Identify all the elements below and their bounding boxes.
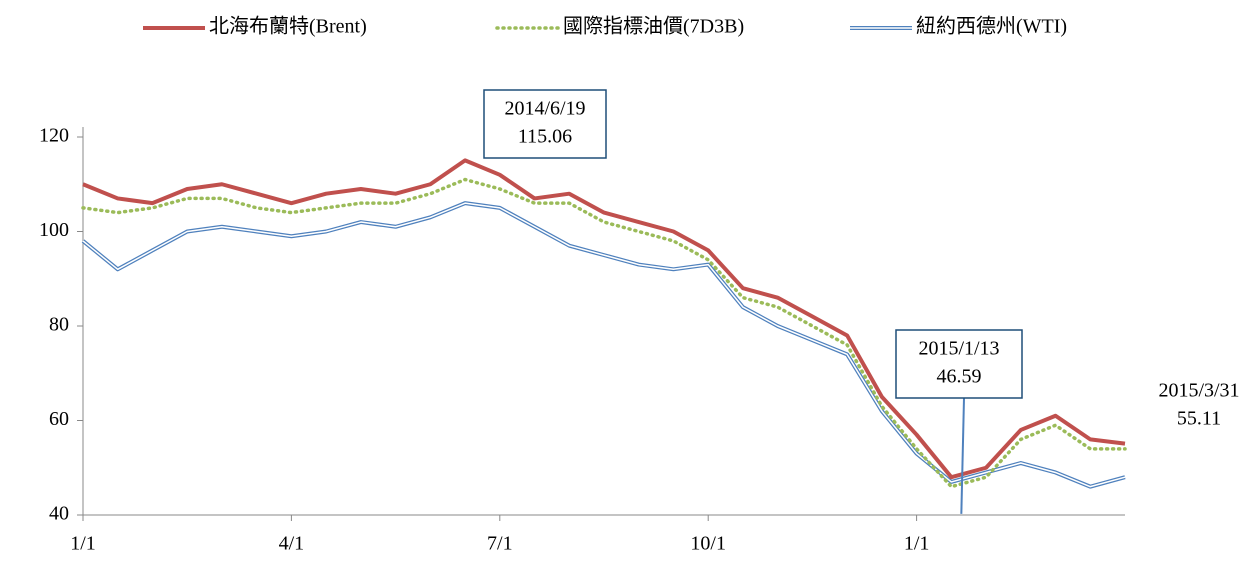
legend-label: 國際指標油價(7D3B) <box>563 15 744 38</box>
annotation-date: 2015/3/31 <box>1158 380 1239 402</box>
annotation-box <box>483 89 607 159</box>
x-tick-label: 1/1 <box>70 533 96 555</box>
series-line <box>82 158 1126 480</box>
x-tick-label: 10/1 <box>690 533 726 555</box>
series-line-inner <box>82 202 1126 488</box>
annotation-date: 2015/1/13 <box>918 338 999 360</box>
y-tick-label: 60 <box>49 408 69 430</box>
annotation-box <box>895 329 1023 399</box>
annotation-leader <box>960 397 965 514</box>
legend-label: 紐約西德州(WTI) <box>916 15 1067 38</box>
y-tick-label: 100 <box>39 219 69 241</box>
annotation-value: 55.11 <box>1177 408 1221 430</box>
legend-label: 北海布蘭特(Brent) <box>209 15 367 38</box>
x-tick-label: 1/1 <box>904 533 930 555</box>
annotation-value: 115.06 <box>518 126 572 148</box>
annotation-value: 46.59 <box>937 366 982 388</box>
y-tick-label: 40 <box>49 503 69 525</box>
x-tick-label: 4/1 <box>279 533 305 555</box>
x-tick-label: 7/1 <box>487 533 513 555</box>
annotation-box <box>1140 372 1258 440</box>
annotation-date: 2014/6/19 <box>504 98 585 120</box>
y-tick-label: 120 <box>39 125 69 147</box>
y-tick-label: 80 <box>49 314 69 336</box>
